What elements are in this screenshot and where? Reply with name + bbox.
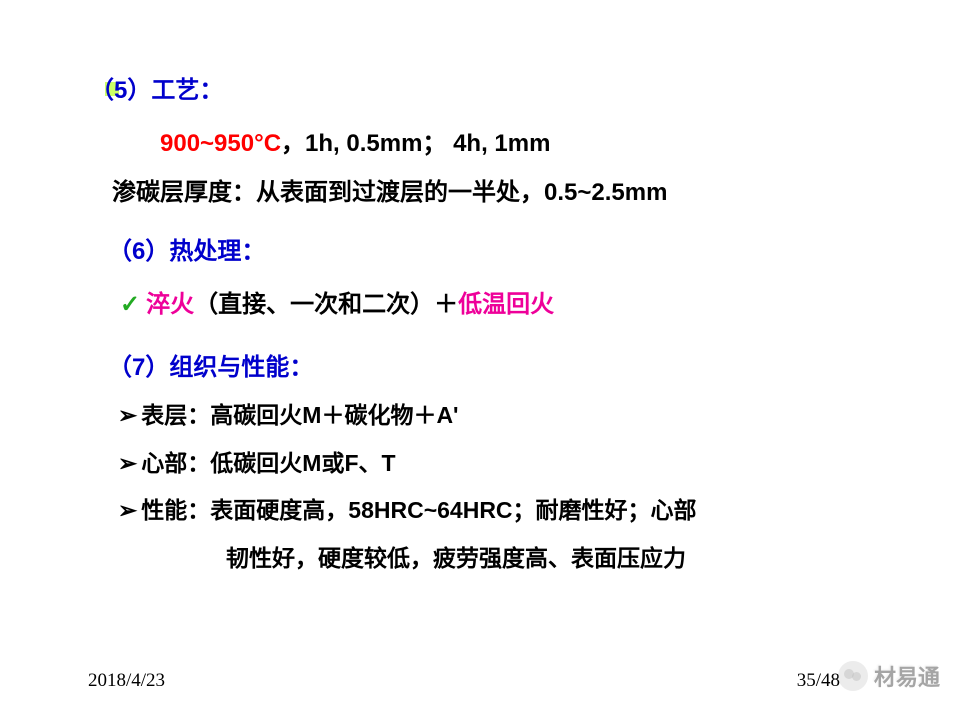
plus-sign: ＋ — [434, 291, 458, 318]
arrow-icon: ➢ — [118, 402, 137, 428]
quench-label: 淬火 — [146, 291, 194, 318]
bullet-performance: ➢性能：表面硬度高，58HRC~64HRC；耐磨性好；心部 — [118, 493, 880, 529]
quench-paren: （直接、一次和二次） — [194, 291, 434, 318]
check-icon: ✓ — [120, 291, 140, 318]
temp-range: 900~950°C — [160, 130, 281, 157]
temper-label: 低温回火 — [458, 291, 554, 318]
watermark-text: 材易通 — [874, 660, 940, 692]
section-5-line-2: 渗碳层厚度：从表面到过渡层的一半处，0.5~2.5mm — [112, 172, 880, 207]
section-5-line-1: 900~950°C，1h, 0.5mm； 4h, 1mm — [160, 123, 880, 158]
slide-content: （5）工艺： 900~950°C，1h, 0.5mm； 4h, 1mm 渗碳层厚… — [0, 0, 960, 720]
section-6-heading: （6）热处理： — [108, 231, 880, 266]
footer-page-number: 35/48 — [797, 670, 840, 692]
section-6-check-line: ✓淬火（直接、一次和二次）＋低温回火 — [120, 284, 880, 319]
wechat-icon — [838, 661, 868, 691]
time-thickness: ，1h, 0.5mm； 4h, 1mm — [281, 130, 550, 157]
perf-text-1: 性能：表面硬度高，58HRC~64HRC；耐磨性好；心部 — [141, 497, 696, 523]
watermark: 材易通 — [838, 660, 940, 692]
arrow-icon: ➢ — [118, 450, 137, 476]
surface-text: 表层：高碳回火M＋碳化物＋A' — [141, 402, 458, 428]
core-text: 心部：低碳回火M或F、T — [141, 450, 395, 476]
footer-date: 2018/4/23 — [88, 670, 165, 692]
bullet-core: ➢心部：低碳回火M或F、T — [118, 446, 880, 482]
bullet-performance-cont: 韧性好，硬度较低，疲劳强度高、表面压应力 — [226, 541, 880, 577]
bullet-surface: ➢表层：高碳回火M＋碳化物＋A' — [118, 398, 880, 434]
section-5-heading: （5）工艺： — [90, 70, 880, 105]
section-7-heading: （7）组织与性能： — [108, 347, 880, 382]
arrow-icon: ➢ — [118, 497, 137, 523]
